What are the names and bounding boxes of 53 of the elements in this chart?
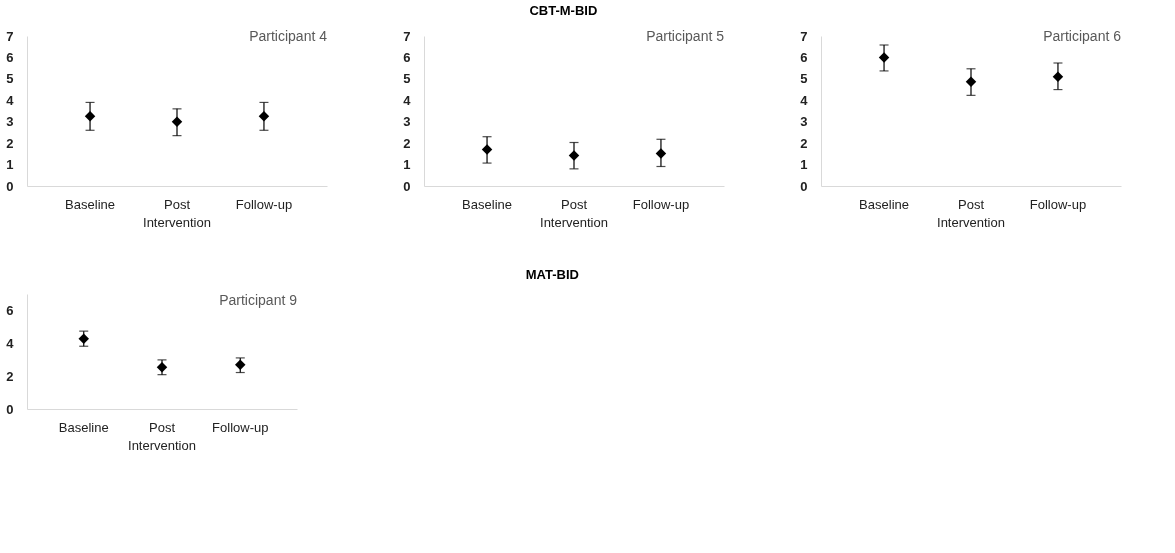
y-tick-label: 6 — [6, 49, 14, 65]
y-tick-label: 3 — [800, 114, 808, 130]
x-tick-label: Follow-up — [212, 419, 269, 435]
x-tick-label: Follow-up — [1029, 196, 1087, 212]
y-tick-label: 1 — [403, 157, 411, 173]
chart-title: Participant 4 — [249, 28, 328, 44]
x-tick-label: Follow-up — [235, 196, 293, 212]
y-tick-label: 1 — [6, 157, 14, 173]
y-tick-label: 5 — [800, 71, 808, 87]
x-tick-label: Baseline — [859, 196, 909, 212]
y-tick-label: 0 — [403, 178, 411, 194]
x-tick-label: Post Intervention — [540, 196, 608, 230]
y-tick-label: 6 — [6, 302, 14, 318]
point — [568, 150, 580, 161]
y-tick-label: 0 — [6, 178, 14, 194]
y-tick-label: 5 — [6, 71, 14, 87]
y-tick-label: 2 — [403, 135, 411, 151]
y-tick-label: 4 — [6, 335, 15, 351]
y-tick-label: 4 — [403, 92, 412, 108]
y-tick-label: 4 — [6, 92, 15, 108]
y-tick-label: 1 — [800, 157, 808, 173]
chart-title: Participant 9 — [219, 292, 298, 308]
y-tick-label: 7 — [800, 28, 808, 44]
y-tick-label: 2 — [6, 135, 14, 151]
text: CBT-M-BID — [529, 3, 598, 18]
chart-title: Participant 6 — [1043, 28, 1122, 44]
y-tick-label: 0 — [6, 401, 14, 417]
point — [481, 144, 493, 155]
y-tick-label: 7 — [403, 28, 411, 44]
x-tick-label: Follow-up — [632, 196, 690, 212]
point — [655, 148, 667, 159]
point — [1052, 71, 1064, 82]
x-tick-label: Post Intervention — [143, 196, 211, 230]
y-tick-label: 0 — [800, 178, 808, 194]
point — [965, 76, 977, 87]
y-tick-label: 3 — [6, 114, 14, 130]
y-tick-label: 2 — [6, 368, 14, 384]
text: MAT-BID — [525, 267, 579, 282]
x-tick-label: Baseline — [462, 196, 512, 212]
x-tick-label: Baseline — [65, 196, 115, 212]
point — [235, 359, 246, 370]
chart-title: Participant 5 — [646, 28, 725, 44]
y-tick-label: 7 — [6, 28, 14, 44]
point — [878, 52, 890, 63]
x-tick-label: Baseline — [58, 419, 109, 435]
y-tick-label: 4 — [800, 92, 809, 108]
y-tick-label: 3 — [403, 114, 411, 130]
y-tick-label: 5 — [403, 71, 411, 87]
y-tick-label: 2 — [800, 135, 808, 151]
y-tick-label: 6 — [800, 49, 808, 65]
y-tick-label: 6 — [403, 49, 411, 65]
x-tick-label: Post Intervention — [128, 419, 196, 453]
x-tick-label: Post Intervention — [937, 196, 1005, 230]
